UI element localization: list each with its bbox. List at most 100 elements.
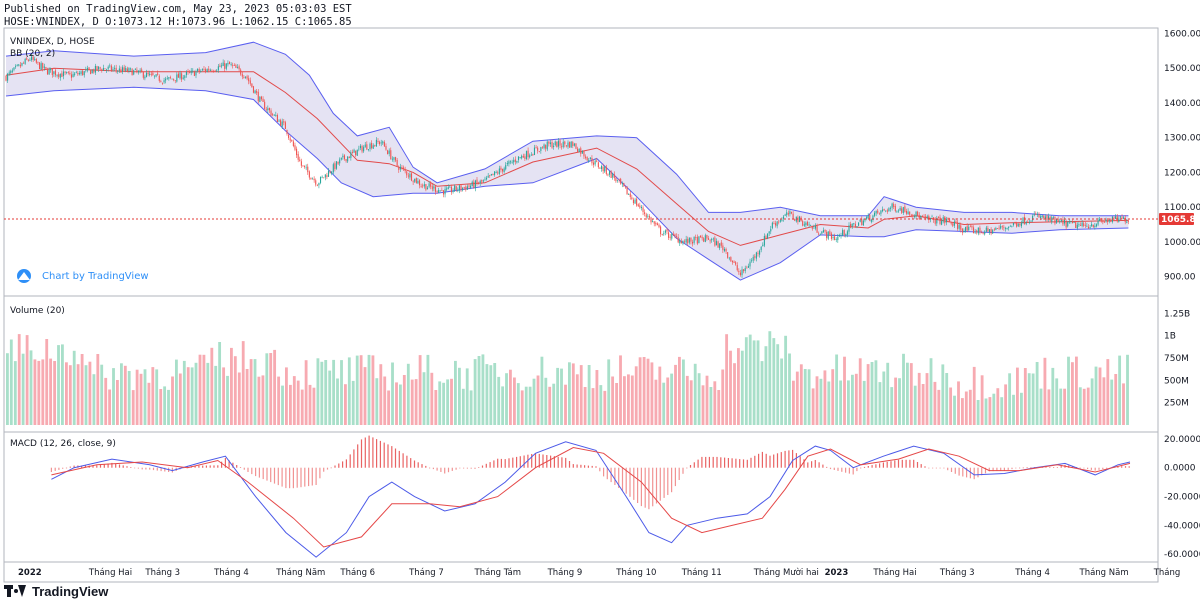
volume-bar — [41, 359, 45, 425]
footer-brand[interactable]: TradingView — [4, 582, 108, 600]
histogram-bar — [519, 456, 521, 468]
histogram-bar — [213, 465, 215, 468]
candle-body — [1003, 226, 1005, 228]
histogram-bar — [897, 459, 900, 468]
candle-body — [236, 67, 239, 68]
histogram-bar — [73, 465, 75, 468]
candle-body — [604, 166, 606, 172]
price-legend-1[interactable]: VNINDEX, D, HOSE — [10, 37, 95, 47]
candle-body — [864, 218, 866, 221]
candle-body — [489, 175, 491, 176]
histogram-bar — [565, 457, 567, 468]
candle-body — [872, 215, 874, 221]
volume-bar — [768, 331, 772, 425]
candle-body — [519, 157, 521, 158]
chart-frame — [3, 27, 1159, 583]
candle-body — [128, 68, 130, 72]
price-pane[interactable]: 1600.00 1500.00 1400.00 1300.00 1200.00 1100.… — [4, 30, 1200, 284]
candle-body — [965, 227, 967, 231]
candle-body — [350, 152, 352, 158]
volume-bar — [292, 376, 296, 425]
candle-body — [109, 65, 111, 67]
candle-body — [366, 144, 368, 150]
candle-body — [972, 227, 975, 234]
histogram-bar — [962, 467, 964, 477]
candle-body — [1056, 219, 1058, 223]
volume-bar — [45, 339, 49, 425]
candle-body — [752, 256, 754, 261]
volume-bar — [693, 363, 697, 425]
candle-body — [466, 186, 468, 190]
histogram-bar — [561, 457, 563, 468]
volume-bar — [206, 362, 210, 425]
volume-bar — [418, 355, 422, 425]
candle-body — [329, 171, 331, 173]
candle-body — [691, 241, 694, 244]
candle-body — [1092, 225, 1094, 227]
histogram-bar — [871, 465, 873, 468]
volume-bar — [497, 376, 501, 425]
candle-body — [918, 214, 920, 220]
candle-body — [19, 64, 21, 67]
volume-bar — [630, 375, 634, 425]
volume-bar — [752, 340, 756, 425]
candle-body — [738, 270, 740, 273]
volume-legend[interactable]: Volume (20) — [10, 306, 65, 316]
candle-body — [937, 217, 939, 218]
candle-body — [484, 178, 486, 180]
time-tick-label: Tháng Hai — [872, 568, 916, 578]
volume-bar — [241, 341, 245, 425]
macd-legend[interactable]: MACD (12, 26, close, 9) — [10, 439, 116, 449]
volume-bar — [760, 361, 764, 425]
candle-body — [553, 145, 555, 147]
candle-body — [72, 74, 74, 77]
candle-body — [1012, 222, 1014, 226]
volume-bar — [984, 398, 988, 425]
volume-bar — [155, 369, 159, 425]
candle-body — [125, 68, 127, 71]
time-tick-label: Tháng 4 — [213, 568, 249, 578]
volume-bar — [851, 374, 854, 425]
candle-body — [760, 246, 762, 251]
candle-body — [556, 141, 558, 148]
candle-body — [944, 216, 946, 224]
candle-body — [289, 138, 291, 141]
histogram-bar — [474, 467, 476, 469]
candle-body — [559, 140, 561, 146]
candle-body — [1075, 221, 1077, 228]
volume-bar — [788, 353, 791, 425]
candle-body — [530, 154, 532, 156]
histogram-bar — [69, 466, 71, 468]
histogram-bar — [330, 467, 332, 469]
time-tick-label: Tháng 4 — [1014, 568, 1050, 578]
macd-pane[interactable]: 20.0000 0.0000 -20.0000 -40.0000 -60.0000 MA… — [10, 435, 1200, 560]
candle-body — [1008, 227, 1010, 228]
candle-body — [305, 167, 307, 169]
histogram-bar — [1094, 467, 1096, 471]
price-legend-2[interactable]: BB (20, 2) — [10, 49, 55, 59]
candle-body — [564, 141, 566, 145]
volume-pane[interactable]: 1.25B 1B 750M 500M 250M Volume (20) — [6, 306, 1190, 425]
candle-body — [363, 147, 365, 152]
candle-body — [985, 227, 987, 232]
candle-body — [171, 78, 173, 80]
volume-bar — [603, 390, 607, 425]
candle-body — [735, 262, 737, 265]
candle-body — [29, 59, 31, 61]
candle-body — [995, 228, 997, 230]
histogram-bar — [909, 459, 911, 468]
time-axis[interactable]: 2022 Tháng Hai Tháng 3 Tháng 4 Tháng Năm Thán… — [18, 567, 1180, 578]
candle-body — [235, 65, 237, 68]
candle-body — [620, 178, 622, 184]
volume-bar — [583, 387, 587, 425]
candle-body — [243, 76, 245, 78]
candle-body — [529, 155, 531, 158]
candle-body — [1009, 226, 1011, 227]
candle-body — [268, 108, 270, 111]
volume-bar — [202, 354, 206, 425]
candle-body — [644, 212, 646, 214]
histogram-bar — [65, 467, 68, 469]
volume-bar — [477, 356, 481, 425]
volume-bar — [6, 353, 9, 425]
